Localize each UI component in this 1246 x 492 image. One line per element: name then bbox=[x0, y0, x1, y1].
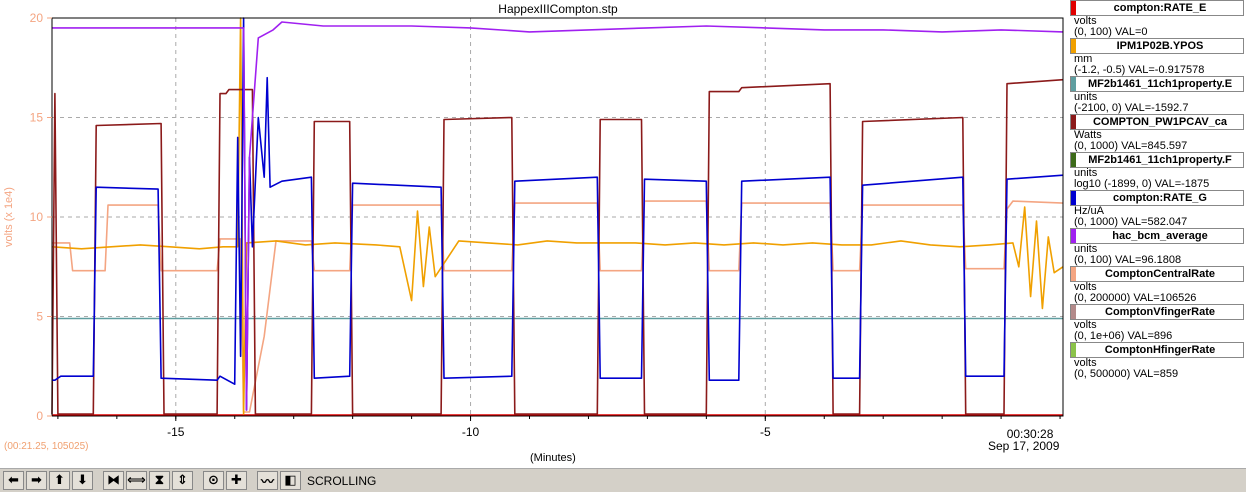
legend-series-name: MF2b1461_11ch1property.F bbox=[1070, 152, 1244, 168]
legend-item[interactable]: ComptonCentralRate volts (0, 200000) VAL=1… bbox=[1070, 266, 1246, 304]
y-tick-label: 20 bbox=[30, 11, 44, 25]
autoscale-button[interactable]: ⊙ bbox=[203, 471, 224, 490]
legend-unit: volts bbox=[1074, 281, 1097, 293]
legend-range: (-2100, 0) VAL=-1592.7 bbox=[1074, 102, 1189, 114]
y-tick-label: 10 bbox=[30, 210, 44, 224]
legend-series-name: IPM1P02B.YPOS bbox=[1070, 38, 1244, 54]
legend-unit: volts bbox=[1074, 15, 1097, 27]
legend-series-label: compton:RATE_G bbox=[1113, 192, 1207, 204]
legend-swatch bbox=[1071, 267, 1076, 281]
legend-range: (0, 1000) VAL=582.047 bbox=[1074, 216, 1188, 228]
scroll-mode-button[interactable]: 〰 bbox=[257, 471, 278, 490]
cursor-readout: (00:21.25, 105025) bbox=[4, 441, 89, 452]
x-tick-label: -5 bbox=[760, 425, 771, 439]
legend-series-label: COMPTON_PW1PCAV_ca bbox=[1092, 116, 1228, 128]
legend-series-label: IPM1P02B.YPOS bbox=[1116, 40, 1204, 52]
series-line-compton-rate-g bbox=[52, 17, 1064, 411]
legend-series-name: compton:RATE_E bbox=[1070, 0, 1244, 16]
legend-series-label: MF2b1461_11ch1property.F bbox=[1088, 154, 1232, 166]
legend-swatch bbox=[1071, 191, 1076, 205]
series-line-compton-pw1pcav-ca bbox=[51, 78, 1064, 415]
legend-series-name: hac_bcm_average bbox=[1070, 228, 1244, 244]
legend-swatch bbox=[1071, 153, 1076, 167]
legend-series-name: ComptonVfingerRate bbox=[1070, 304, 1244, 320]
legend-range: log10 (-1899, 0) VAL=-1875 bbox=[1074, 178, 1210, 190]
legend-item[interactable]: MF2b1461_11ch1property.E units (-2100, 0) … bbox=[1070, 76, 1246, 114]
legend-item[interactable]: ComptonHfingerRate volts (0, 500000) VAL=8… bbox=[1070, 342, 1246, 380]
legend-unit: Hz/uA bbox=[1074, 205, 1104, 217]
pause-button[interactable]: ◧ bbox=[280, 471, 301, 490]
legend-unit: mm bbox=[1074, 53, 1093, 65]
legend-unit: units bbox=[1074, 91, 1098, 103]
legend-range: (0, 1000) VAL=845.597 bbox=[1074, 140, 1188, 152]
date-label: Sep 17, 2009 bbox=[988, 439, 1060, 453]
series-line-ipm1p02b-ypos bbox=[51, 17, 1064, 415]
scroll-down-button[interactable]: ⬇ bbox=[72, 471, 93, 490]
grid-lines bbox=[52, 18, 1063, 416]
legend-series-label: ComptonHfingerRate bbox=[1104, 344, 1216, 356]
series-lines bbox=[51, 17, 1064, 416]
legend-series-name: MF2b1461_11ch1property.E bbox=[1070, 76, 1244, 92]
legend-series-name: ComptonCentralRate bbox=[1070, 266, 1244, 282]
legend-range: (0, 500000) VAL=859 bbox=[1074, 368, 1179, 380]
legend-range: (0, 100) VAL=96.1808 bbox=[1074, 254, 1182, 266]
y-axis-label: volts (x 1e4) bbox=[3, 187, 15, 247]
legend-item[interactable]: ComptonVfingerRate volts (0, 1e+06) VAL=89… bbox=[1070, 304, 1246, 342]
scroll-status-label: SCROLLING bbox=[307, 473, 377, 488]
legend-series-label: ComptonVfingerRate bbox=[1105, 306, 1215, 318]
y-tick-label: 5 bbox=[36, 310, 43, 324]
zoom-out-x-button[interactable]: ⟺ bbox=[126, 471, 147, 490]
x-tick-label: -15 bbox=[167, 425, 185, 439]
legend-swatch bbox=[1071, 229, 1076, 243]
legend-series-label: ComptonCentralRate bbox=[1104, 268, 1215, 280]
legend: compton:RATE_E volts (0, 100) VAL=0 IPM1P02… bbox=[1070, 0, 1246, 380]
legend-item[interactable]: IPM1P02B.YPOS mm (-1.2, -0.5) VAL=-0.91757… bbox=[1070, 38, 1246, 76]
legend-series-name: compton:RATE_G bbox=[1070, 190, 1244, 206]
time-label: 00:30:28 bbox=[1006, 427, 1054, 441]
legend-range: (0, 100) VAL=0 bbox=[1074, 26, 1148, 38]
legend-swatch bbox=[1071, 39, 1076, 53]
chart-area[interactable]: HappexIIICompton.stp 0 5 10 15 20 -15 -10 -5 vo… bbox=[0, 0, 1070, 468]
legend-unit: units bbox=[1074, 243, 1098, 255]
zoom-out-y-button[interactable]: ⇕ bbox=[172, 471, 193, 490]
legend-unit: volts bbox=[1074, 357, 1097, 369]
scroll-right-button[interactable]: ➡ bbox=[26, 471, 47, 490]
legend-swatch bbox=[1071, 305, 1076, 319]
crosshair-button[interactable]: ✚ bbox=[226, 471, 247, 490]
x-axis-label: (Minutes) bbox=[530, 452, 576, 464]
legend-unit: Watts bbox=[1074, 129, 1102, 141]
legend-unit: volts bbox=[1074, 319, 1097, 331]
zoom-in-x-button[interactable]: ⧓ bbox=[103, 471, 124, 490]
legend-unit: units bbox=[1074, 167, 1098, 179]
toolbar: ⬅ ➡ ⬆ ⬇ ⧓ ⟺ ⧗ ⇕ ⊙ ✚ 〰 ◧ SCROLLING bbox=[0, 468, 1246, 492]
y-tick-label: 15 bbox=[30, 111, 44, 125]
legend-item[interactable]: MF2b1461_11ch1property.F units log10 (-189… bbox=[1070, 152, 1246, 190]
chart-title: HappexIIICompton.stp bbox=[498, 2, 618, 16]
legend-series-label: hac_bcm_average bbox=[1112, 230, 1208, 242]
legend-swatch bbox=[1071, 1, 1076, 15]
legend-swatch bbox=[1071, 77, 1076, 91]
legend-range: (0, 200000) VAL=106526 bbox=[1074, 292, 1197, 304]
scroll-up-button[interactable]: ⬆ bbox=[49, 471, 70, 490]
legend-swatch bbox=[1071, 115, 1076, 129]
legend-item[interactable]: compton:RATE_G Hz/uA (0, 1000) VAL=582.047 bbox=[1070, 190, 1246, 228]
scroll-left-button[interactable]: ⬅ bbox=[3, 471, 24, 490]
legend-series-label: MF2b1461_11ch1property.E bbox=[1087, 78, 1233, 90]
legend-swatch bbox=[1071, 343, 1076, 357]
legend-series-label: compton:RATE_E bbox=[1113, 2, 1207, 14]
legend-series-name: ComptonHfingerRate bbox=[1070, 342, 1244, 358]
y-tick-label: 0 bbox=[36, 409, 43, 423]
series-line-hac-bcm-average bbox=[52, 21, 1064, 411]
x-tick-label: -10 bbox=[462, 425, 480, 439]
legend-range: (0, 1e+06) VAL=896 bbox=[1074, 330, 1173, 342]
legend-range: (-1.2, -0.5) VAL=-0.917578 bbox=[1074, 64, 1205, 76]
legend-item[interactable]: COMPTON_PW1PCAV_ca Watts (0, 1000) VAL=845… bbox=[1070, 114, 1246, 152]
zoom-in-y-button[interactable]: ⧗ bbox=[149, 471, 170, 490]
axis-ticks: 0 5 10 15 20 -15 -10 -5 bbox=[30, 11, 1061, 439]
legend-series-name: COMPTON_PW1PCAV_ca bbox=[1070, 114, 1244, 130]
time-stamp: 00:30:28 Sep 17, 2009 bbox=[988, 428, 1059, 452]
